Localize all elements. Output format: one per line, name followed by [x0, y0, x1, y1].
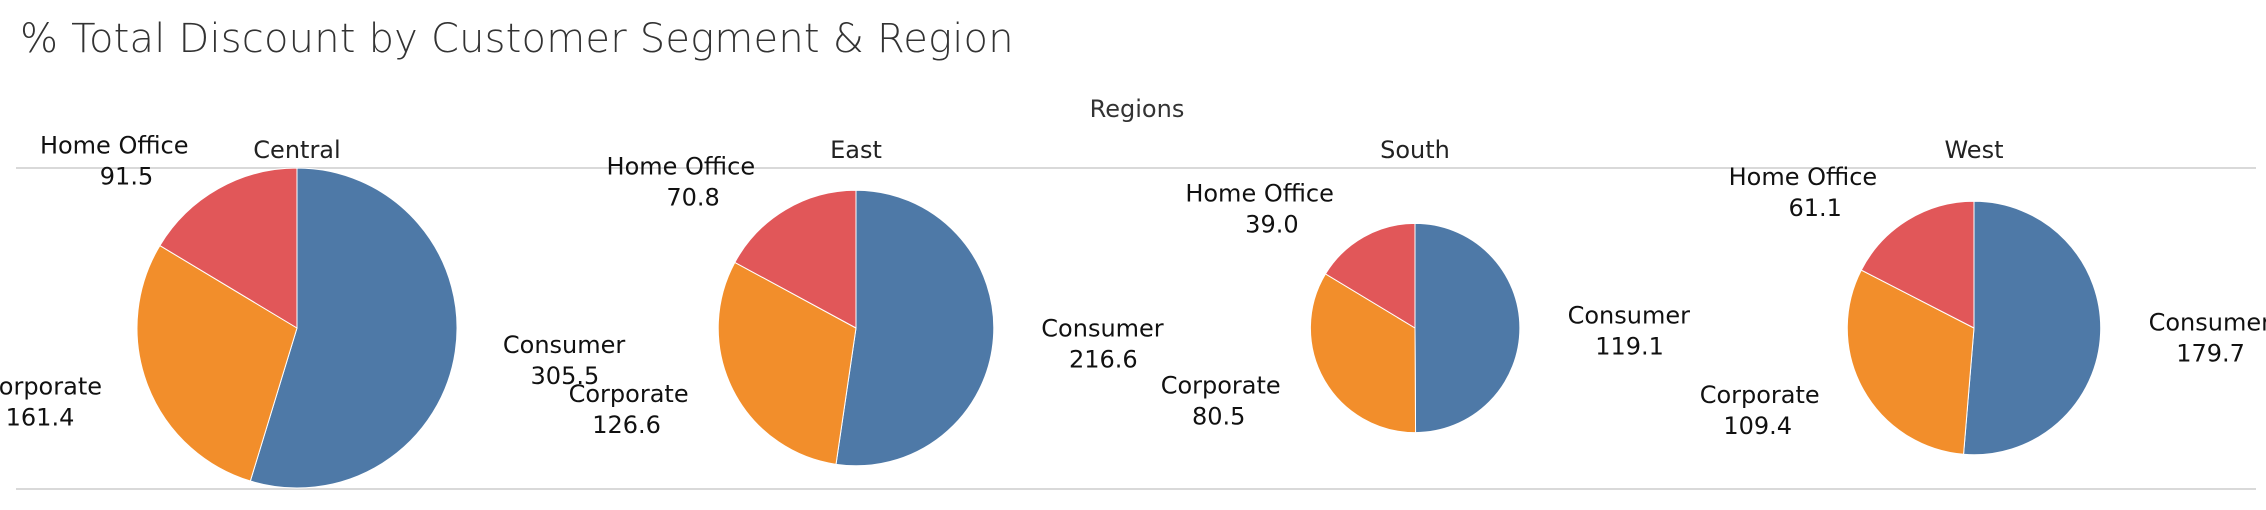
slice-label-south-home-office: Home Office — [1185, 180, 1334, 208]
column-header: Regions — [1090, 95, 1185, 123]
pie-slice-east-home-office[interactable] — [734, 189, 857, 329]
slice-label-west-corporate: Corporate — [1700, 381, 1820, 409]
slice-label-central-consumer: Consumer — [503, 331, 626, 359]
pie-slice-south-consumer[interactable] — [1414, 222, 1521, 434]
slice-label-east-home-office: Home Office — [607, 153, 756, 181]
pie-west: West Consumer 179.7 Corporate 109.4 Home Offi… — [1700, 136, 2266, 456]
slice-label-south-consumer: Consumer — [1568, 302, 1691, 330]
slice-value-west-consumer: 179.7 — [2176, 340, 2245, 368]
slice-value-east-corporate: 126.6 — [592, 411, 661, 439]
slice-value-central-corporate: 161.4 — [6, 403, 75, 431]
pie-slice-east-consumer[interactable] — [835, 189, 995, 467]
region-header-south: South — [1380, 136, 1450, 164]
slice-label-west-consumer: Consumer — [2149, 309, 2266, 337]
pie-east: East Consumer 216.6 Corporate 126.6 Home Offi… — [569, 136, 1164, 467]
region-header-west: West — [1944, 136, 2003, 164]
page-title: % Total Discount by Customer Segment & R… — [20, 16, 1014, 62]
slice-label-east-consumer: Consumer — [1041, 315, 1164, 343]
slice-label-west-home-office: Home Office — [1729, 163, 1878, 191]
pie-slice-central-home-office[interactable] — [159, 167, 298, 329]
pie-slice-south-corporate[interactable] — [1309, 273, 1417, 434]
slice-value-east-home-office: 70.8 — [666, 184, 719, 212]
slice-label-central-corporate: Corporate — [0, 372, 102, 400]
slice-value-central-home-office: 91.5 — [100, 162, 153, 190]
slice-value-central-consumer: 305.5 — [531, 362, 600, 390]
pie-slice-east-corporate[interactable] — [717, 261, 857, 465]
pie-slice-west-corporate[interactable] — [1846, 269, 1975, 455]
pie-slice-west-home-office[interactable] — [1860, 200, 1975, 329]
pie-slice-central-consumer[interactable] — [249, 167, 458, 489]
pie-south: South Consumer 119.1 Corporate 80.5 Home Offi… — [1161, 136, 1691, 434]
slice-label-central-home-office: Home Office — [40, 131, 189, 159]
slice-value-south-corporate: 80.5 — [1192, 402, 1245, 430]
slice-value-south-home-office: 39.0 — [1245, 211, 1298, 239]
pie-slice-south-home-office[interactable] — [1324, 222, 1416, 329]
slice-label-south-corporate: Corporate — [1161, 371, 1281, 399]
slice-value-west-home-office: 61.1 — [1788, 194, 1841, 222]
slice-value-west-corporate: 109.4 — [1723, 412, 1792, 440]
slice-value-east-consumer: 216.6 — [1069, 346, 1138, 374]
slice-label-east-corporate: Corporate — [569, 380, 689, 408]
slice-value-south-consumer: 119.1 — [1595, 333, 1664, 361]
region-header-east: East — [830, 136, 882, 164]
region-header-central: Central — [253, 136, 340, 164]
pie-central: Central Consumer 305.5 Corporate 161.4 Home O… — [0, 131, 626, 489]
pie-slice-west-consumer[interactable] — [1963, 200, 2102, 456]
